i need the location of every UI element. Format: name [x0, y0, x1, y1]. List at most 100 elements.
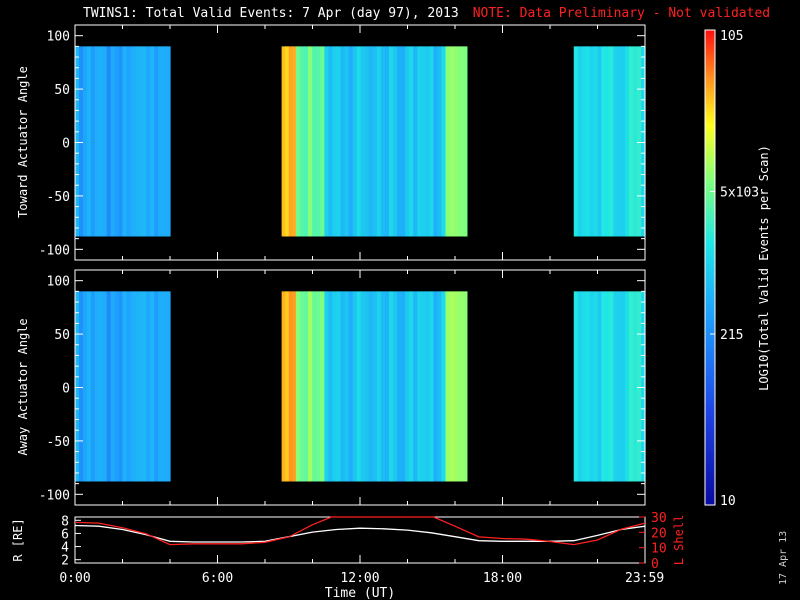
- away-heatmap-cell: [458, 291, 464, 482]
- away-heatmap-cell: [613, 291, 618, 482]
- away-heatmap-cell: [585, 291, 591, 482]
- r-distance-line: [74, 524, 646, 543]
- toward-heatmap-cell: [641, 46, 646, 237]
- colorbar-tick-label: 215: [720, 328, 743, 343]
- r-ytick-label: 2: [61, 554, 69, 569]
- toward-ytick-label: 50: [54, 83, 70, 98]
- away-heatmap-cell: [281, 291, 286, 482]
- away-heatmap-cell: [312, 291, 317, 482]
- toward-heatmap-cell: [106, 46, 112, 237]
- toward-heatmap-cell: [336, 46, 342, 237]
- toward-heatmap-cell: [299, 46, 305, 237]
- colorbar-tick-label: 105: [720, 29, 743, 44]
- toward-angle-panel: 100 50 0 -50 -100 Toward Actuator Angle: [16, 24, 646, 261]
- away-heatmap-cell: [308, 291, 313, 482]
- away-heatmap-cell: [146, 291, 151, 482]
- toward-heatmap-cell: [110, 46, 116, 237]
- colorbar-ticks: 10 215 5x103 105: [710, 29, 759, 509]
- lshell-ytick-label: 30: [651, 511, 667, 526]
- lshell-ytick-label: 10: [651, 542, 667, 557]
- toward-heatmap-cell: [441, 46, 447, 237]
- toward-heatmap-cell: [146, 46, 151, 237]
- colorbar-tick-label: 5x103: [720, 186, 759, 201]
- r-ytick-label: 8: [61, 514, 69, 529]
- away-ytick-label: -100: [39, 488, 70, 503]
- away-heatmap-cell: [633, 291, 638, 482]
- r-axis-label: R [RE]: [11, 518, 25, 561]
- away-heatmap-cell: [380, 291, 386, 482]
- toward-heatmap-cell: [376, 46, 382, 237]
- colorbar-label: LOG10(Total Valid Events per Scan): [757, 145, 771, 391]
- toward-heatmap-cell: [585, 46, 591, 237]
- away-y-ticks: 100 50 0 -50 -100: [39, 270, 646, 505]
- away-heatmap-cell: [324, 291, 330, 482]
- toward-heatmap-cell: [425, 46, 430, 237]
- toward-heatmap-cell: [629, 46, 634, 237]
- toward-heatmap-cell: [437, 46, 443, 237]
- away-heatmap-cell: [577, 291, 583, 482]
- colorbar: 10 215 5x103 105 LOG10(Total Valid Events p…: [704, 29, 771, 509]
- away-heatmap-cell: [86, 291, 92, 482]
- toward-heatmap-cell: [295, 46, 301, 237]
- toward-heatmap: [75, 46, 646, 237]
- toward-heatmap-cell: [142, 46, 147, 237]
- toward-heatmap-cell: [130, 46, 135, 237]
- away-heatmap-cell: [348, 291, 354, 482]
- toward-heatmap-cell: [621, 46, 626, 237]
- toward-heatmap-cell: [605, 46, 610, 237]
- away-heatmap-cell: [405, 291, 410, 482]
- toward-heatmap-cell: [429, 46, 434, 237]
- away-heatmap-cell: [454, 291, 459, 482]
- away-heatmap-cell: [285, 291, 290, 482]
- away-heatmap-cell: [409, 291, 414, 482]
- toward-heatmap-cell: [285, 46, 290, 237]
- away-heatmap-cell: [417, 291, 422, 482]
- away-ytick-label: 50: [54, 328, 70, 343]
- toward-heatmap-cell: [581, 46, 587, 237]
- away-heatmap-cell: [295, 291, 301, 482]
- toward-heatmap-cell: [352, 46, 358, 237]
- away-heatmap-cell: [158, 291, 163, 482]
- away-heatmap-cell: [425, 291, 430, 482]
- x-tick-label: 18:00: [483, 571, 522, 586]
- away-heatmap-cell: [106, 291, 112, 482]
- away-heatmap-cell: [401, 291, 406, 482]
- toward-heatmap-cell: [454, 46, 459, 237]
- away-heatmap: [75, 291, 646, 482]
- toward-heatmap-cell: [316, 46, 321, 237]
- away-heatmap-cell: [82, 291, 88, 482]
- toward-heatmap-cell: [356, 46, 362, 237]
- toward-heatmap-cell: [98, 46, 104, 237]
- toward-heatmap-cell: [445, 46, 451, 237]
- toward-heatmap-cell: [577, 46, 583, 237]
- away-heatmap-cell: [617, 291, 622, 482]
- toward-heatmap-cell: [134, 46, 139, 237]
- away-heatmap-cell: [372, 291, 378, 482]
- chart-title: TWINS1: Total Valid Events: 7 Apr (day 9…: [83, 6, 459, 21]
- away-heatmap-cell: [360, 291, 366, 482]
- toward-heatmap-cell: [94, 46, 100, 237]
- away-heatmap-cell: [637, 291, 642, 482]
- away-ytick-label: 100: [47, 275, 70, 290]
- away-heatmap-cell: [122, 291, 128, 482]
- x-tick-label: 23:59: [625, 571, 664, 586]
- toward-heatmap-cell: [158, 46, 163, 237]
- toward-y-ticks: 100 50 0 -50 -100: [39, 25, 646, 260]
- away-heatmap-cell: [368, 291, 374, 482]
- away-ytick-label: 0: [62, 382, 70, 397]
- away-heatmap-cell: [605, 291, 610, 482]
- away-angle-panel: 100 50 0 -50 -100 Away Actuator Angle: [16, 269, 646, 506]
- toward-heatmap-cell: [397, 46, 402, 237]
- away-heatmap-cell: [445, 291, 451, 482]
- toward-heatmap-cell: [162, 46, 167, 237]
- toward-heatmap-cell: [114, 46, 120, 237]
- away-heatmap-cell: [601, 291, 607, 482]
- lshell-ytick-label: 20: [651, 526, 667, 541]
- away-heatmap-cell: [376, 291, 382, 482]
- toward-heatmap-cell: [320, 46, 325, 237]
- toward-heatmap-cell: [82, 46, 88, 237]
- away-heatmap-cell: [364, 291, 370, 482]
- toward-heatmap-cell: [637, 46, 642, 237]
- toward-heatmap-cell: [458, 46, 464, 237]
